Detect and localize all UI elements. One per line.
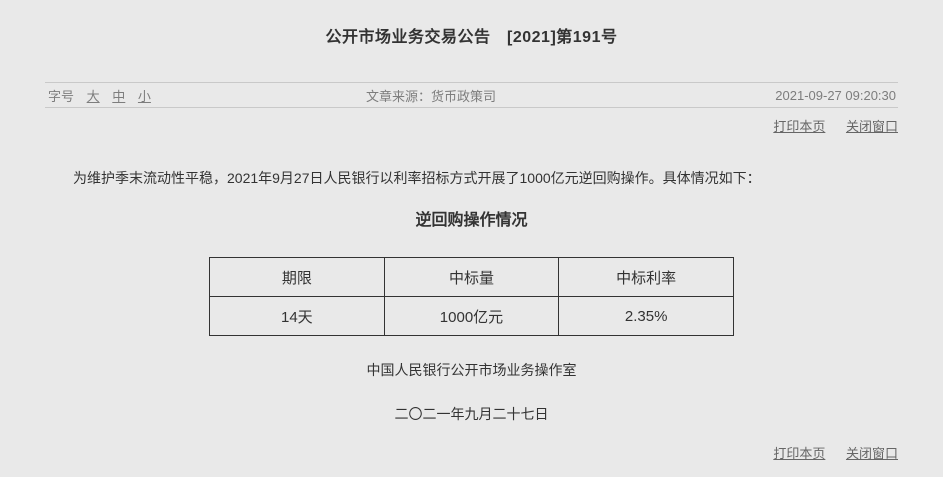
table-header-term: 期限 [209,257,385,297]
font-size-large-link[interactable]: 大 [86,88,100,104]
font-size-controls: 字号 大 中 小 [45,86,366,105]
article-source: 文章来源：货币政策司 [366,86,775,105]
table-header-rate: 中标利率 [558,257,734,297]
operation-table: 期限 中标量 中标利率 14天 1000亿元 2.35% [209,257,734,336]
cell-term: 14天 [209,296,385,336]
chinese-date: 二〇二一年九月二十七日 [394,406,549,422]
cell-rate: 2.35% [558,296,734,336]
publish-datetime: 2021-09-27 09:20:30 [775,87,896,103]
table-header-row: 期限 中标量 中标利率 [209,257,734,297]
source-label: 文章来源： [366,88,432,104]
announcement-paragraph: 为维护季末流动性平稳，2021年9月27日人民银行以利率招标方式开展了1000亿… [73,170,761,186]
print-page-link-bottom[interactable]: 打印本页 [773,446,826,461]
print-page-link[interactable]: 打印本页 [773,119,826,134]
bottom-actions: 打印本页 关闭窗口 [0,446,898,462]
meta-bar: 字号 大 中 小 文章来源：货币政策司 2021-09-27 09:20:30 [45,82,898,108]
close-window-link[interactable]: 关闭窗口 [845,119,898,134]
top-actions: 打印本页 关闭窗口 [0,119,898,135]
table-title: 逆回购操作情况 [415,212,528,229]
font-size-label: 字号 [48,88,75,104]
cell-volume: 1000亿元 [383,296,560,336]
table-row: 14天 1000亿元 2.35% [209,296,734,336]
source-value: 货币政策司 [431,88,497,104]
issuer-signature: 中国人民银行公开市场业务操作室 [366,362,577,378]
font-size-small-link[interactable]: 小 [137,88,151,104]
page-title: 公开市场业务交易公告 [2021]第191号 [325,29,618,46]
close-window-link-bottom[interactable]: 关闭窗口 [845,446,898,461]
font-size-medium-link[interactable]: 中 [112,88,126,104]
table-header-volume: 中标量 [383,257,560,297]
